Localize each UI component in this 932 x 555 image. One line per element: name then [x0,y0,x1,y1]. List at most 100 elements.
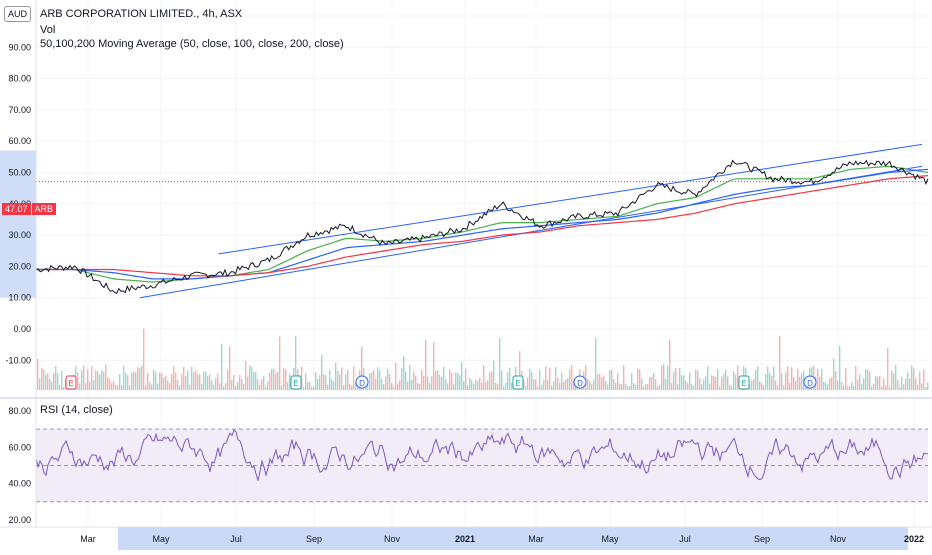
event-marker-label: E [741,379,746,388]
volume-bar [565,379,567,390]
volume-bar [631,373,633,390]
volume-bar [891,370,893,390]
volume-bar [847,386,849,390]
volume-bar [277,371,279,390]
volume-bar [85,383,87,390]
volume-bar [529,368,531,390]
event-marker-label: E [68,379,73,388]
volume-bar [469,377,471,390]
volume-bar [207,375,209,390]
volume-bar [629,385,631,390]
volume-bar [489,372,491,390]
volume-bar [899,386,901,390]
volume-bar [251,366,253,390]
trendlines[interactable] [139,143,923,299]
volume-bar [383,384,385,390]
earnings-marker[interactable]: E [290,375,302,390]
volume-bar [635,384,637,390]
x-axis-range-highlight [118,527,908,550]
volume-bar [481,382,483,390]
event-marker-label: E [293,379,298,388]
volume-bar [279,336,281,390]
volume-bar [665,379,667,390]
volume-bar [699,378,701,390]
volume-bar [919,371,921,390]
currency-badge[interactable]: AUD [4,6,32,22]
x-tick-label: 2022 [904,534,924,544]
volume-bar [871,386,873,390]
dividend-marker[interactable]: D [573,375,587,389]
dividend-marker-shape [355,375,369,389]
volume-bar [287,382,289,390]
volume-bar [93,380,95,390]
volume-bar [537,386,539,390]
volume-bar [643,386,645,390]
earnings-marker[interactable]: E [65,375,77,390]
volume-bar [587,378,589,390]
volume-bar [147,372,149,390]
volume-bar [605,380,607,390]
volume-bar [189,384,191,390]
volume-bar [573,379,575,390]
y-tick-label: 70.00 [8,105,31,115]
volume-bar [255,372,257,390]
earnings-marker-shape [65,375,77,390]
volume-bar [141,365,143,390]
volume-bar [101,370,103,390]
trendline[interactable] [139,165,923,299]
volume-bar [859,374,861,390]
volume-bar [155,372,157,390]
volume-bar [755,369,757,390]
volume-bar [831,377,833,390]
volume-bar [903,384,905,390]
volume-bar [111,383,113,390]
volume-bar [523,380,525,390]
dividend-marker-shape [803,375,817,389]
volume-bar [445,379,447,390]
volume-bar [159,372,161,390]
volume-bar [281,385,283,390]
volume-bar [857,379,859,390]
ma-legend[interactable]: 50,100,200 Moving Average (50, close, 10… [40,38,344,50]
dividend-marker[interactable]: D [355,375,369,389]
volume-bar [765,373,767,390]
dividend-marker[interactable]: D [803,375,817,389]
volume-bar [115,384,117,390]
volume-bar [617,372,619,390]
rsi-y-tick-label: 20.00 [8,515,31,525]
rsi-legend[interactable]: RSI (14, close) [40,404,113,416]
volume-bar [117,385,119,390]
volume-bar [505,382,507,390]
volume-bar [501,370,503,390]
volume-bar [427,376,429,390]
volume-bar [607,384,609,390]
volume-bar [295,336,297,390]
volume-bar [317,378,319,390]
volume-bar [107,377,109,390]
volume-bar [423,375,425,390]
volume-bar [483,365,485,390]
y-tick-label: 0.00 [13,324,31,334]
volume-bar [715,376,717,390]
volume-bar [829,378,831,390]
x-tick-label: Jul [679,534,691,544]
earnings-marker[interactable]: E [512,375,524,390]
volume-bar [325,375,327,390]
earnings-marker[interactable]: E [738,375,750,390]
trendline[interactable] [218,143,923,255]
volume-bar [613,378,615,390]
symbol-title[interactable]: ARB CORPORATION LIMITED., 4h, ASX [40,8,243,20]
volume-bar [491,371,493,390]
vol-legend[interactable]: Vol [40,24,56,36]
volume-bar [211,380,213,390]
volume-bar [777,385,779,390]
volume-bar [773,366,775,390]
volume-bar [455,372,457,390]
volume-bar [209,374,211,390]
volume-bar [411,379,413,390]
volume-bar [173,366,175,390]
volume-bar [185,375,187,390]
